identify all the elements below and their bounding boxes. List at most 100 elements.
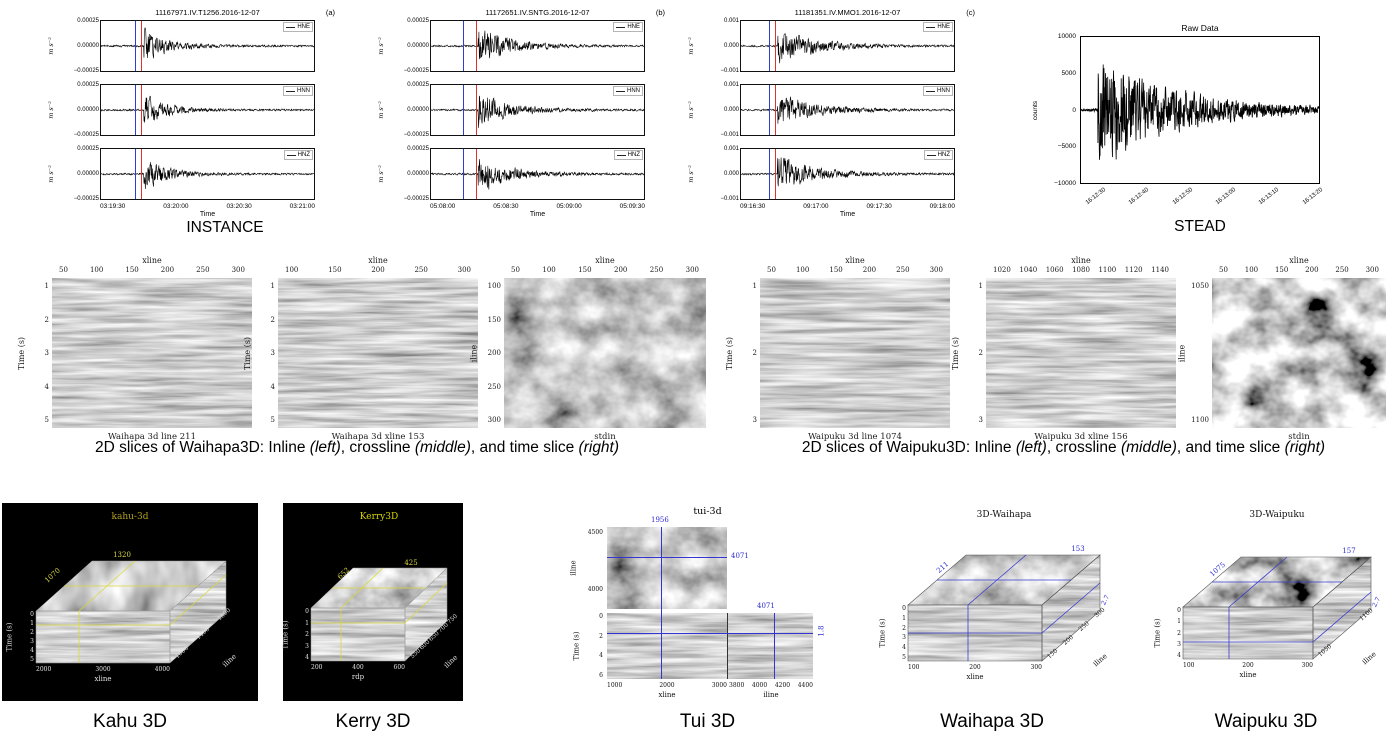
tick-label: 0.001 (723, 82, 739, 88)
slice-waihapa-timeslice: xline 50 100 150 200 250 300 iline 100 150 200 2… (469, 256, 706, 448)
tick-label: 150 (328, 265, 342, 274)
legend-line-sample (616, 154, 626, 156)
tick-label: 3 (270, 349, 275, 357)
xline-axis-ticks: 100 200 300 (908, 664, 1042, 671)
time-axis-label: Time (s) (572, 631, 580, 661)
waipuku-annotation-time: 2.7 (1370, 596, 1382, 609)
seismic-texture (278, 278, 478, 428)
kerry-cube-plot: Kerry3D 425 652 (310, 512, 448, 662)
y-axis-label: m s⁻² (687, 37, 696, 55)
seismogram-c-hnn: HNN 0.001 0.000 −0.001 m s⁻² (687, 82, 955, 138)
kahu-title: kahu-3d (112, 512, 149, 522)
y-axis-ticks: 0.00025 0.00000 −0.00025 (64, 146, 99, 202)
xline-axis-ticks: 1000 2000 3000 (607, 682, 727, 689)
red-pick-line (141, 149, 143, 199)
top-axis-ticks: 50 100 150 200 250 300 (52, 266, 252, 274)
tick-label: 3 (752, 416, 757, 424)
tick-label: 3 (978, 416, 983, 424)
waveform-plot (101, 85, 314, 135)
waipuku-annotation-iline: 157 (1342, 547, 1355, 555)
tick-label: 1060 (1045, 265, 1064, 274)
legend-hne: HNE (613, 22, 643, 32)
instance-panel-a: 11167971.IV.T1256.2016-12-07 (a) HNE 0.0… (47, 8, 335, 220)
tick-label: 250 (896, 265, 910, 274)
tick-label: 100 (285, 265, 299, 274)
xline-axis-label: xline (658, 691, 676, 699)
tick-label: 4400 (797, 682, 813, 689)
seismic-timeslice-image (1212, 278, 1386, 428)
tick-label: 4 (599, 652, 603, 660)
waveform-plot (101, 149, 314, 199)
seismic-texture (52, 278, 252, 428)
iline-annotation-2: 4071 (757, 602, 775, 610)
tick-label: 300 (457, 265, 471, 274)
legend-hnn: HNN (923, 86, 953, 96)
panel-a-tag: (a) (325, 8, 335, 17)
waveform-plot (741, 149, 954, 199)
tick-label: 16:12:40 (1128, 187, 1151, 207)
tick-label: 3 (305, 642, 309, 650)
tick-label: 2000 (36, 666, 52, 673)
tick-label: 0 (305, 608, 309, 615)
tick-label: 09:17:30 (866, 203, 892, 210)
waipuku-3d-panel: 3D-Waipuku 1075 157 2.7 0 1 2 3 4 Time (s) 1… (1145, 503, 1387, 703)
y-axis-label: m s⁻² (47, 37, 56, 55)
waveform-plot (101, 21, 314, 71)
tick-label: 1140 (1151, 265, 1169, 274)
time-marker-line (607, 633, 813, 634)
waveform-plot (431, 21, 644, 71)
iline-axis-ticks: 3800 4000 4200 4400 (729, 682, 813, 689)
tick-label: 50 (511, 265, 520, 274)
slice-caption: Waihapa 3d line 211 (108, 432, 196, 442)
tick-label: 0 (599, 613, 603, 620)
legend-line-sample (926, 26, 936, 28)
legend-line-sample (616, 90, 625, 92)
blue-pick-line (768, 149, 770, 199)
left-axis-label: Time (s) (17, 336, 27, 370)
tick-label: 250 (1335, 265, 1349, 274)
slice-caption: Waipuku 3d line 1074 (808, 432, 902, 442)
tui-crossline-section-image (727, 613, 813, 679)
panel-b-title: 11172651.IV.SNTG.2016-12-07 (485, 8, 590, 17)
y-axis-ticks: 0.00025 0.00000 −0.00025 (394, 146, 429, 202)
waihapa-annotation-time: 2.7 (1099, 594, 1111, 607)
tick-label: 50 (767, 265, 776, 274)
tick-label: 2 (30, 629, 34, 636)
y-axis-label: m s⁻² (377, 101, 386, 119)
legend-hne: HNE (283, 22, 313, 32)
tick-label: 100 (89, 265, 104, 274)
time-axis-label: Time (s) (281, 620, 289, 649)
y-axis-label: counts (1032, 100, 1040, 120)
tick-label: 0 (1072, 106, 1076, 114)
blue-pick-line (135, 85, 137, 135)
tick-label: 3 (902, 634, 906, 642)
left-axis-ticks: 100 150 200 250 300 (483, 278, 501, 428)
tick-label: 4 (305, 654, 309, 661)
tick-label: 250 (196, 265, 210, 274)
seismogram-a-hnn: HNN 0.00025 0.00000 −0.00025 m s⁻² (47, 82, 315, 138)
seismic-texture (728, 613, 813, 679)
tick-label: 05:08:00 (430, 203, 456, 210)
y-axis-label: m s⁻² (377, 165, 386, 183)
y-axis-ticks: 0.00025 0.00000 −0.00025 (394, 18, 429, 74)
red-pick-line (775, 21, 777, 71)
tick-label: 400 (352, 664, 364, 671)
tick-label: 1100 (1191, 416, 1209, 424)
legend-label: HNN (627, 88, 640, 94)
slice-waihapa-crossline: xline 100 150 200 250 300 Time (s) 1 2 3 4 5 Wai… (243, 256, 478, 448)
tick-label: −10000 (1054, 180, 1076, 187)
top-axis-label: xline (368, 256, 388, 265)
tick-label: 16:12:50 (1171, 187, 1194, 207)
time-marker-side (1312, 591, 1372, 643)
tick-label: 4 (270, 382, 275, 391)
tick-label: 5 (902, 653, 906, 661)
tick-label: 150 (578, 265, 592, 274)
blue-pick-line (462, 21, 464, 71)
slice-caption: Waihapa 3d xline 153 (331, 432, 425, 442)
tick-label: 1080 (1072, 265, 1090, 274)
y-axis-ticks: 0.001 0.000 −0.001 (704, 82, 739, 138)
tick-label: −0.00025 (73, 68, 99, 74)
xline-axis-ticks: 100 200 300 (1183, 662, 1313, 669)
